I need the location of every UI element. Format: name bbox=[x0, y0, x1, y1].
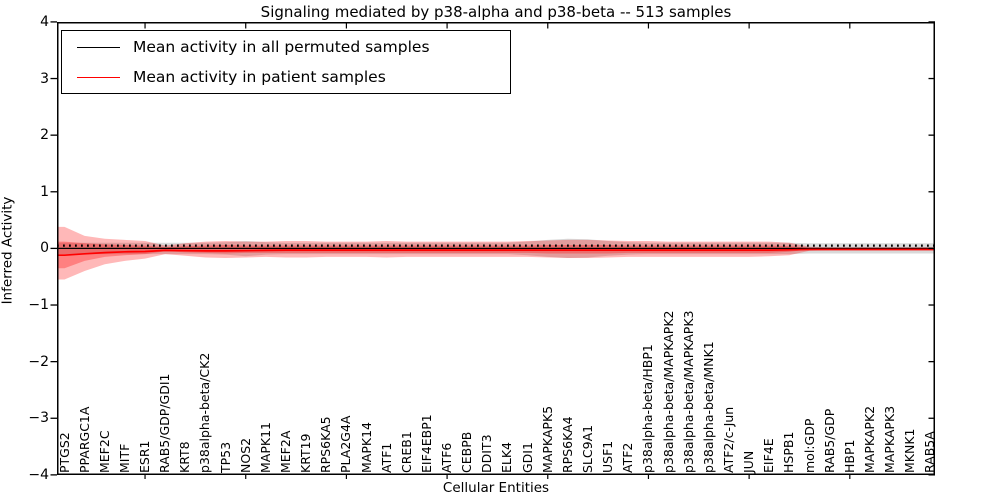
x-tick-label: PLA2G4A bbox=[338, 415, 354, 473]
x-tick-label: PPARGC1A bbox=[76, 406, 92, 473]
x-tick-label: RPS6KA5 bbox=[318, 416, 334, 473]
legend-label: Mean activity in all permuted samples bbox=[133, 38, 430, 56]
y-tick-label: 0 bbox=[40, 240, 49, 257]
x-tick-label: ATF1 bbox=[378, 442, 394, 473]
x-axis-label: Cellular Entities bbox=[442, 480, 550, 496]
y-tick-label: 1 bbox=[40, 183, 49, 200]
x-tick-label: CREB1 bbox=[398, 431, 414, 473]
x-tick-label: DDIT3 bbox=[479, 434, 495, 473]
x-tick-label: ATF2 bbox=[620, 442, 636, 473]
legend-item-permuted: Mean activity in all permuted samples bbox=[62, 33, 510, 61]
x-tick-label: MEF2A bbox=[277, 430, 293, 473]
x-tick-label: CEBPB bbox=[459, 431, 475, 473]
patient-mean-line bbox=[57, 248, 935, 257]
x-tick-label: ELK4 bbox=[499, 441, 515, 473]
x-tick-label: RAB5A bbox=[922, 431, 938, 473]
x-tick-label: ATF2/c-Jun bbox=[720, 406, 736, 473]
x-tick-label: RPS6KA4 bbox=[559, 416, 575, 473]
x-tick-label: KRT8 bbox=[177, 441, 193, 473]
x-tick-label: mol:GDP bbox=[801, 418, 817, 473]
x-tick-label: RAB5/GDP bbox=[821, 408, 837, 473]
y-tick-label: −1 bbox=[28, 297, 49, 314]
x-tick-label: MAPK11 bbox=[257, 422, 273, 473]
x-tick-label: EIF4EBP1 bbox=[418, 414, 434, 473]
x-tick-label: MITF bbox=[116, 443, 132, 473]
band-patient-band-outer bbox=[57, 226, 935, 280]
y-tick-label: 2 bbox=[40, 127, 49, 144]
x-tick-label: SLC9A1 bbox=[580, 424, 596, 473]
permuted-line-swatch bbox=[77, 46, 120, 48]
y-tick-label: −2 bbox=[28, 353, 49, 370]
x-tick-label: JUN bbox=[741, 450, 757, 473]
x-tick-label: p38alpha-beta/CK2 bbox=[197, 352, 213, 473]
chart-title: Signaling mediated by p38-alpha and p38-… bbox=[260, 3, 732, 21]
y-tick-label: −3 bbox=[28, 410, 49, 427]
x-tick-label: MAPKAPK5 bbox=[539, 405, 555, 473]
x-tick-label: MAPK14 bbox=[358, 422, 374, 473]
y-tick-label: 4 bbox=[40, 13, 49, 30]
x-tick-label: USF1 bbox=[600, 440, 616, 473]
x-tick-label: PTGS2 bbox=[56, 432, 72, 473]
x-tick-label: NOS2 bbox=[237, 437, 253, 473]
y-tick-label: 3 bbox=[40, 70, 49, 87]
legend-label: Mean activity in patient samples bbox=[133, 68, 386, 86]
x-tick-label: HBP1 bbox=[841, 439, 857, 473]
x-tick-label: RAB5/GDP/GDI1 bbox=[157, 373, 173, 473]
x-tick-label: p38alpha-beta/MAPKAPK2 bbox=[660, 310, 676, 474]
x-tick-label: p38alpha-beta/HBP1 bbox=[640, 344, 656, 473]
legend-item-patient: Mean activity in patient samples bbox=[62, 63, 510, 91]
x-tick-label: ATF6 bbox=[439, 442, 455, 473]
x-tick-label: MEF2C bbox=[96, 430, 112, 473]
x-tick-label: p38alpha-beta/MNK1 bbox=[700, 341, 716, 473]
x-tick-label: EIF4E bbox=[761, 438, 777, 473]
x-tick-label: p38alpha-beta/MAPKAPK3 bbox=[680, 310, 696, 474]
legend: Mean activity in all permuted samples Me… bbox=[61, 30, 511, 94]
patient-line-swatch bbox=[77, 76, 120, 78]
y-tick-label: −4 bbox=[28, 466, 49, 483]
x-tick-label: MAPKAPK2 bbox=[861, 405, 877, 473]
x-tick-label: MAPKAPK3 bbox=[882, 405, 898, 473]
x-tick-label: HSPB1 bbox=[781, 431, 797, 473]
x-tick-label: MKNK1 bbox=[902, 428, 918, 473]
x-tick-label: TP53 bbox=[217, 441, 233, 473]
x-tick-label: ESR1 bbox=[137, 440, 153, 473]
x-tick-label: KRT19 bbox=[298, 433, 314, 473]
x-tick-label: GDI1 bbox=[519, 442, 535, 473]
